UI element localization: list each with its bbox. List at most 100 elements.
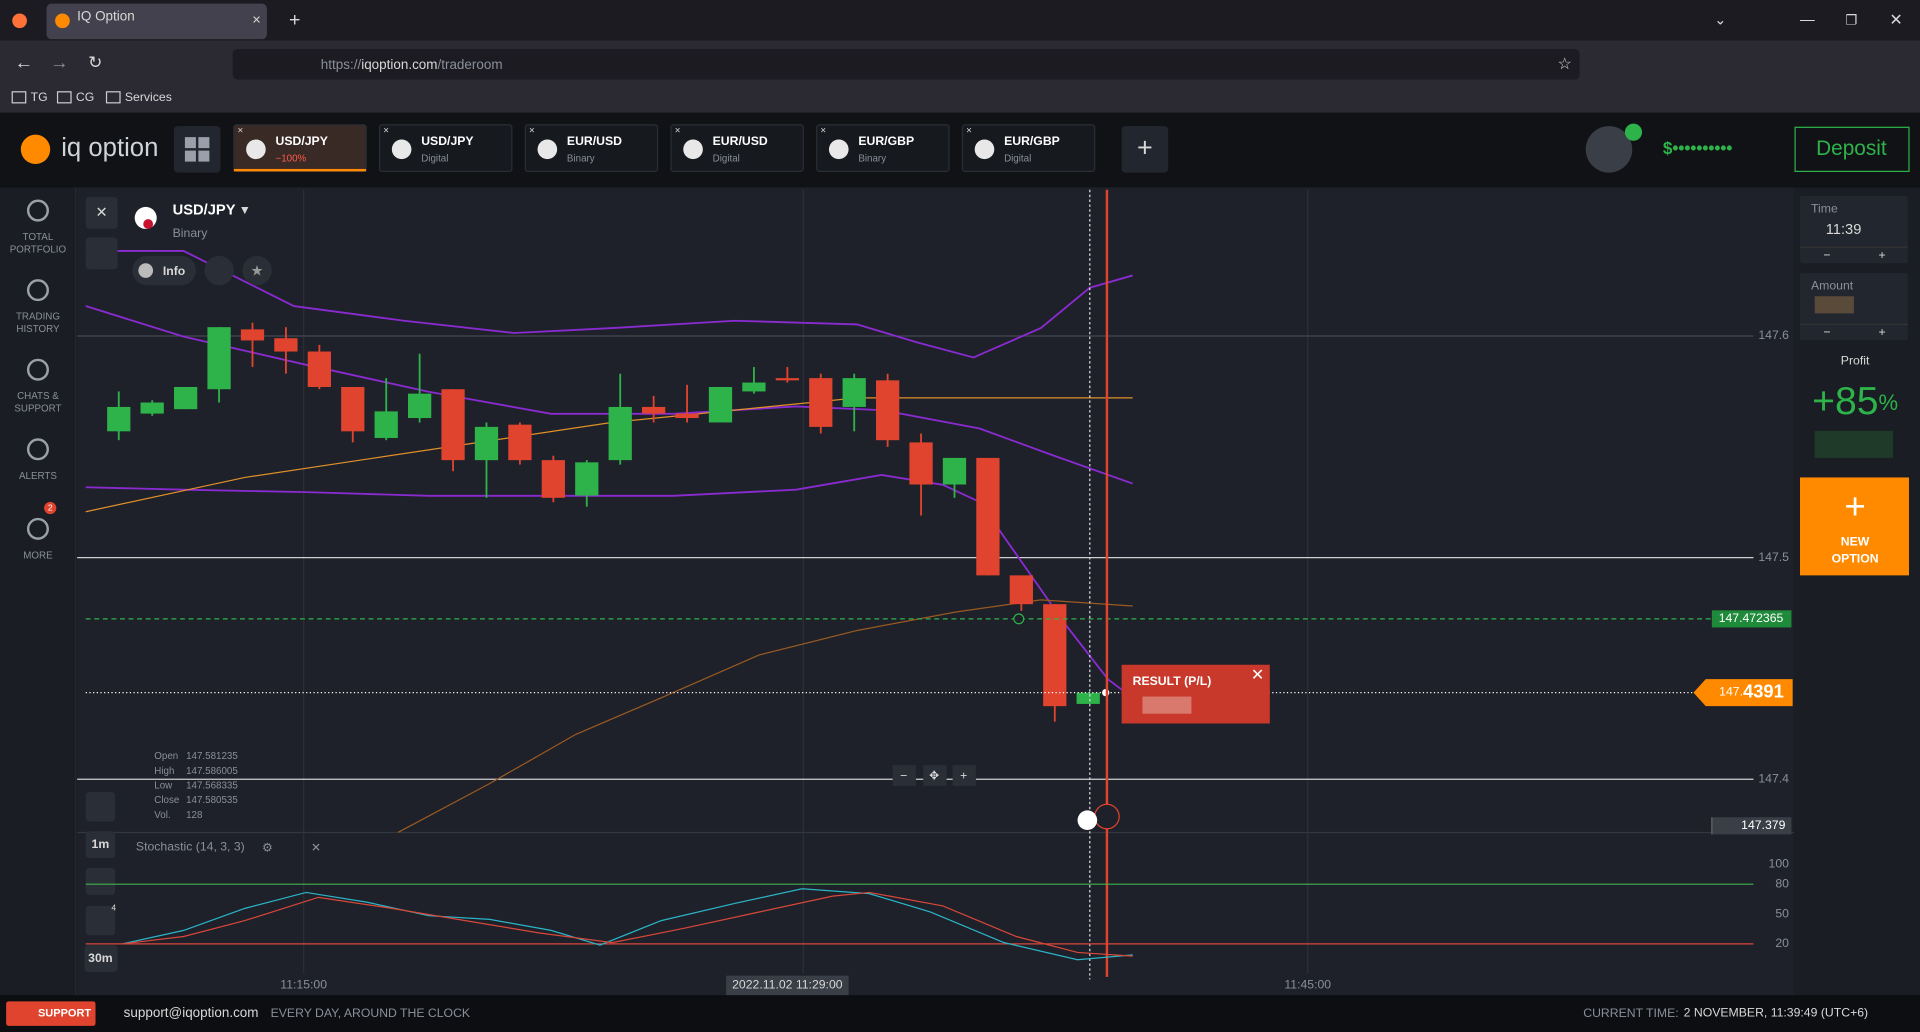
moving-average [85, 397, 1133, 513]
badge-count: 2 [48, 502, 53, 512]
bollinger-upper [85, 250, 1133, 359]
add-tab[interactable] [1121, 126, 1169, 173]
draw-tool[interactable] [85, 867, 116, 895]
side-label[interactable]: TOTAL [23, 232, 54, 243]
result-close[interactable]: ✕ [1251, 667, 1264, 684]
tab-title: IQ Option [77, 9, 135, 24]
expiry-flag [1094, 803, 1120, 830]
asset-tabs: USD/JPY −100% × USD/JPY Digital × EUR/USD Binar… [233, 124, 1096, 172]
side-label[interactable]: ALERTS [19, 471, 57, 482]
deposit-text: Deposit [1816, 137, 1887, 160]
tab-flag [974, 139, 995, 160]
bollinger-middle [85, 305, 1133, 485]
candle-body [107, 406, 131, 432]
asset-tab[interactable] [670, 124, 804, 172]
grid-button[interactable] [173, 126, 221, 173]
bookmark[interactable]: TG [31, 90, 48, 104]
tab-close[interactable]: × [238, 126, 244, 137]
side-label[interactable]: PORTFOLIO [10, 244, 67, 255]
tab-close[interactable]: × [820, 126, 826, 137]
alert-button[interactable] [204, 255, 234, 286]
time-label: Time [1811, 202, 1838, 216]
tf-1m[interactable] [85, 831, 116, 859]
y-tick-label: 147.5 [1758, 550, 1789, 564]
x-axis: 11:15:00 2022.11.02 11:29:00 11:45:00 [280, 975, 1331, 996]
stoch-close: ✕ [311, 841, 321, 855]
asset-tab[interactable] [378, 124, 513, 172]
deposit-button[interactable] [1794, 126, 1910, 172]
tab-flag [683, 139, 703, 160]
grid-icon [184, 137, 210, 162]
asset-caret: ▼ [239, 203, 251, 217]
favorite-button[interactable] [242, 255, 272, 286]
time-plus: + [1878, 248, 1885, 262]
asset-tab[interactable] [816, 124, 950, 172]
candle-body [174, 386, 198, 410]
asset-tab[interactable] [961, 124, 1096, 172]
new-option[interactable] [1800, 477, 1909, 576]
current-time: 2 NOVEMBER, 11:39:49 (UTC+6) [1684, 1006, 1868, 1020]
indicators-tool[interactable] [85, 905, 116, 936]
candle-body [675, 413, 699, 419]
candle-body [942, 457, 967, 485]
badge [44, 501, 57, 515]
zoom-reset[interactable] [923, 765, 947, 786]
side-label[interactable]: SUPPORT [14, 403, 61, 414]
alert-tag [1711, 817, 1792, 835]
tab-sub: Binary [858, 154, 886, 165]
profit-label: Profit [1841, 353, 1870, 367]
candle-body [909, 442, 933, 485]
new-tab[interactable]: + [289, 9, 300, 31]
tf-30m[interactable] [84, 945, 118, 973]
timer-icon [1077, 810, 1098, 831]
support-button[interactable] [6, 1001, 96, 1026]
support-email: support@iqoption.com [124, 1005, 259, 1020]
profit-hidden [1814, 430, 1894, 458]
side-label[interactable]: CHATS & [17, 391, 59, 402]
new-option-2: OPTION [1832, 552, 1879, 566]
side-label[interactable]: MORE [23, 550, 53, 561]
amount-label: Amount [1811, 279, 1854, 293]
tab-pair: EUR/USD [713, 134, 768, 148]
info-icon [138, 263, 154, 278]
y-tick-label: 147.6 [1758, 328, 1789, 342]
candle-body [508, 424, 532, 461]
close-icon: ✕ [95, 205, 107, 221]
collapse[interactable] [85, 237, 118, 270]
tab-close[interactable]: × [529, 126, 535, 137]
browser-tab[interactable] [46, 3, 267, 40]
time-box[interactable] [1800, 195, 1908, 264]
avatar [1585, 126, 1633, 173]
close-chart[interactable] [85, 197, 118, 229]
bookmark[interactable]: Services [125, 90, 172, 104]
bookmark[interactable]: CG [76, 90, 94, 104]
candle-body [876, 380, 900, 441]
zoom-out[interactable] [892, 765, 916, 786]
tab-close[interactable]: × [966, 126, 972, 137]
price-levels: 147.472365 147.4391 147.379 [85, 610, 1793, 835]
side-icon [26, 358, 49, 381]
bookmarks: TG CG Services [11, 90, 172, 104]
side-label[interactable]: TRADING [16, 312, 60, 323]
zoom-in-icon: + [960, 768, 967, 782]
candle-body [140, 402, 164, 414]
asset-tab[interactable] [524, 124, 659, 172]
stoch-tick: 50 [1775, 906, 1789, 920]
zoom-in[interactable] [952, 765, 976, 786]
side-label[interactable]: HISTORY [16, 324, 60, 335]
sidebar [0, 187, 76, 996]
tab-close[interactable]: × [675, 126, 681, 137]
candle-body [708, 386, 733, 423]
tab-pair: USD/JPY [421, 134, 473, 148]
profit-value: +85 [1812, 380, 1878, 423]
stoch-d [122, 891, 1133, 957]
current-time-value: 2 NOVEMBER, 11:39:49 [1684, 1006, 1818, 1020]
url-field[interactable] [232, 48, 1580, 80]
chart-type[interactable] [85, 792, 116, 822]
tab-close[interactable]: × [383, 126, 389, 137]
x-label: 11:45:00 [1284, 978, 1331, 992]
candle-body [976, 457, 1000, 576]
candle-body [408, 393, 432, 419]
info-button[interactable] [132, 255, 196, 286]
